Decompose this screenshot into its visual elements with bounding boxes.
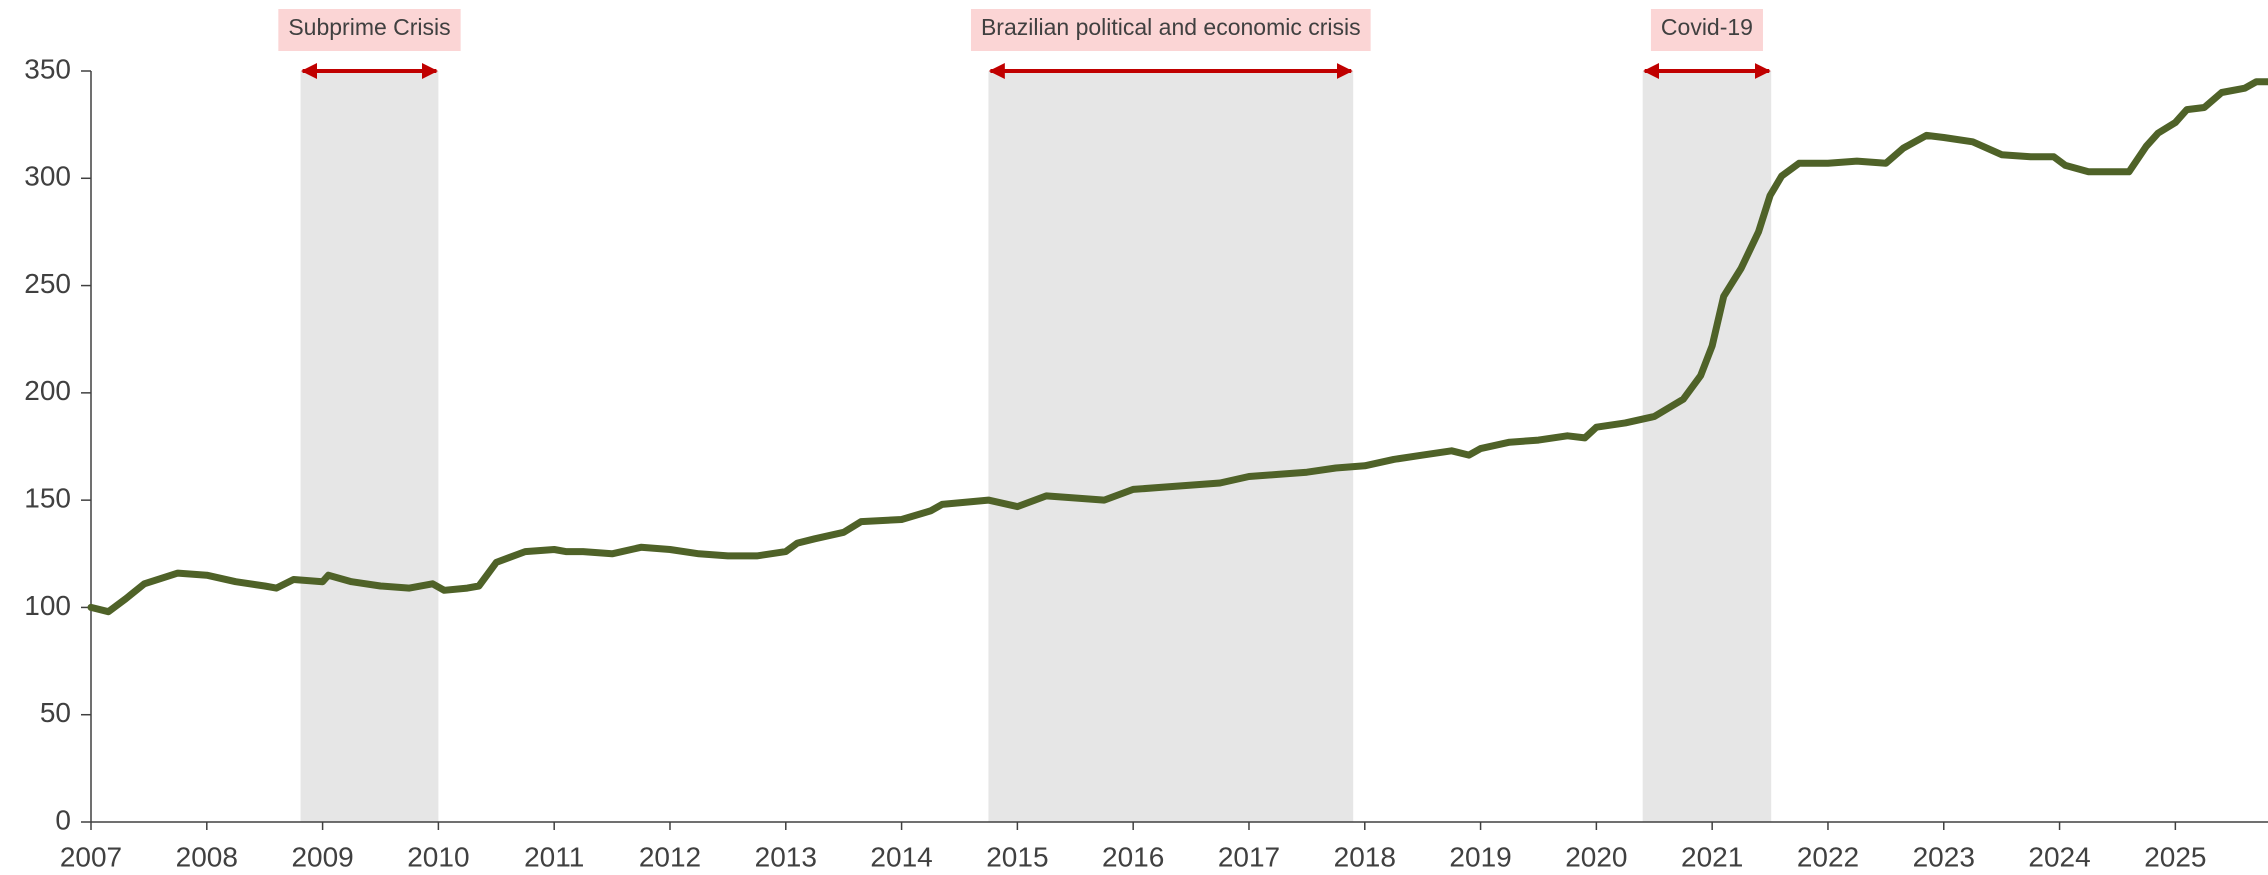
y-tick-label: 50 [40, 697, 71, 728]
x-tick-label: 2010 [407, 841, 469, 872]
crisis-label-box [1650, 9, 1763, 51]
crisis-label: Subprime Crisis [288, 14, 450, 40]
y-tick-label: 0 [55, 804, 71, 835]
crisis-label: Covid-19 [1661, 14, 1753, 40]
x-tick-label: 2018 [1334, 841, 1396, 872]
x-tick-label: 2021 [1681, 841, 1743, 872]
x-tick-label: 2012 [639, 841, 701, 872]
x-tick-label: 2020 [1565, 841, 1627, 872]
x-tick-label: 2014 [870, 841, 932, 872]
y-tick-label: 150 [24, 483, 71, 514]
x-tick-label: 2013 [755, 841, 817, 872]
y-tick-label: 250 [24, 268, 71, 299]
x-tick-label: 2022 [1797, 841, 1859, 872]
x-tick-label: 2007 [60, 841, 122, 872]
x-tick-label: 2015 [986, 841, 1048, 872]
x-tick-label: 2025 [2144, 841, 2206, 872]
y-tick-label: 350 [24, 53, 71, 84]
x-tick-label: 2011 [524, 841, 584, 872]
x-tick-label: 2017 [1218, 841, 1280, 872]
x-tick-label: 2019 [1449, 841, 1511, 872]
crisis-label: Brazilian political and economic crisis [981, 14, 1361, 40]
x-tick-label: 2024 [2028, 841, 2090, 872]
y-tick-label: 200 [24, 375, 71, 406]
y-tick-label: 300 [24, 161, 71, 192]
x-tick-label: 2016 [1102, 841, 1164, 872]
crisis-shade [300, 71, 439, 822]
crisis-label-box [970, 9, 1371, 51]
x-tick-label: 2009 [291, 841, 353, 872]
y-tick-label: 100 [24, 590, 71, 621]
x-tick-label: 2008 [176, 841, 238, 872]
x-tick-label: 2023 [1913, 841, 1975, 872]
crisis-label-box [278, 9, 461, 51]
crisis-shade [988, 71, 1354, 822]
crisis-shade [1642, 71, 1772, 822]
data-line [87, 78, 2268, 616]
